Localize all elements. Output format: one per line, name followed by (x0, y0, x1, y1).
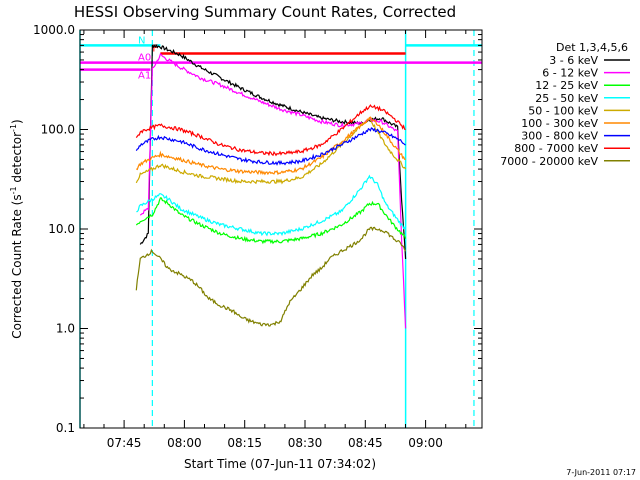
flag-label-A0: A0 (138, 53, 151, 64)
series-line-1 (139, 52, 407, 329)
x-tick-label: 08:00 (167, 436, 202, 450)
x-tick-label: 08:30 (288, 436, 323, 450)
legend-label-2: 12 - 25 keV (535, 79, 598, 92)
series-line-3 (136, 174, 407, 237)
footer-timestamp: 7-Jun-2011 07:17 (566, 468, 636, 477)
y-axis-label-end: ) (10, 119, 24, 124)
y-axis-label-mid: detector (10, 132, 24, 187)
flag-label-N: N (138, 35, 145, 46)
x-tick-label: 08:15 (227, 436, 262, 450)
series-line-2 (135, 197, 407, 245)
x-axis: 07:45 08:00 08:15 08:30 08:45 09:00 (83, 30, 467, 450)
legend-label-0: 3 - 6 keV (549, 54, 598, 67)
x-axis-label: Start Time (07-Jun-11 07:34:02) (184, 457, 376, 471)
legend-label-3: 25 - 50 keV (535, 92, 598, 105)
series-line-6 (135, 127, 406, 166)
y-tick-label: 0.1 (56, 421, 75, 435)
x-tick-label: 09:00 (408, 436, 443, 450)
series-line-8 (135, 226, 407, 327)
legend-label-5: 100 - 300 keV (521, 117, 598, 130)
y-axis: 0.1 1.0 10.0 100.0 1000.0 (33, 23, 482, 435)
y-tick-label: 10.0 (48, 222, 75, 236)
y-tick-label: 1.0 (56, 322, 75, 336)
y-axis-label-sup2: -1 (9, 124, 18, 132)
x-tick-label: 07:45 (107, 436, 142, 450)
y-axis-label-sup1: -1 (9, 186, 18, 194)
series-line-5 (135, 116, 406, 176)
legend-label-4: 50 - 100 keV (528, 104, 598, 117)
y-tick-label: 100.0 (41, 123, 75, 137)
legend-label-8: 7000 - 20000 keV (500, 155, 598, 168)
y-axis-label-main: Corrected Count Rate (s (10, 194, 24, 338)
x-tick-label: 08:45 (348, 436, 383, 450)
flag-label-F: F (152, 44, 158, 55)
flag-label-A1: A1 (138, 71, 151, 82)
legend-label-1: 6 - 12 keV (542, 67, 598, 80)
legend-label-6: 300 - 800 keV (521, 130, 598, 143)
legend-title: Det 1,3,4,5,6 (556, 41, 628, 54)
legend-label-7: 800 - 7000 keV (514, 142, 598, 155)
chart-title: HESSI Observing Summary Count Rates, Cor… (74, 3, 456, 21)
series-line-7 (135, 104, 406, 157)
y-tick-label: 1000.0 (33, 23, 75, 37)
y-axis-label: Corrected Count Rate (s-1 detector-1) (9, 119, 24, 338)
